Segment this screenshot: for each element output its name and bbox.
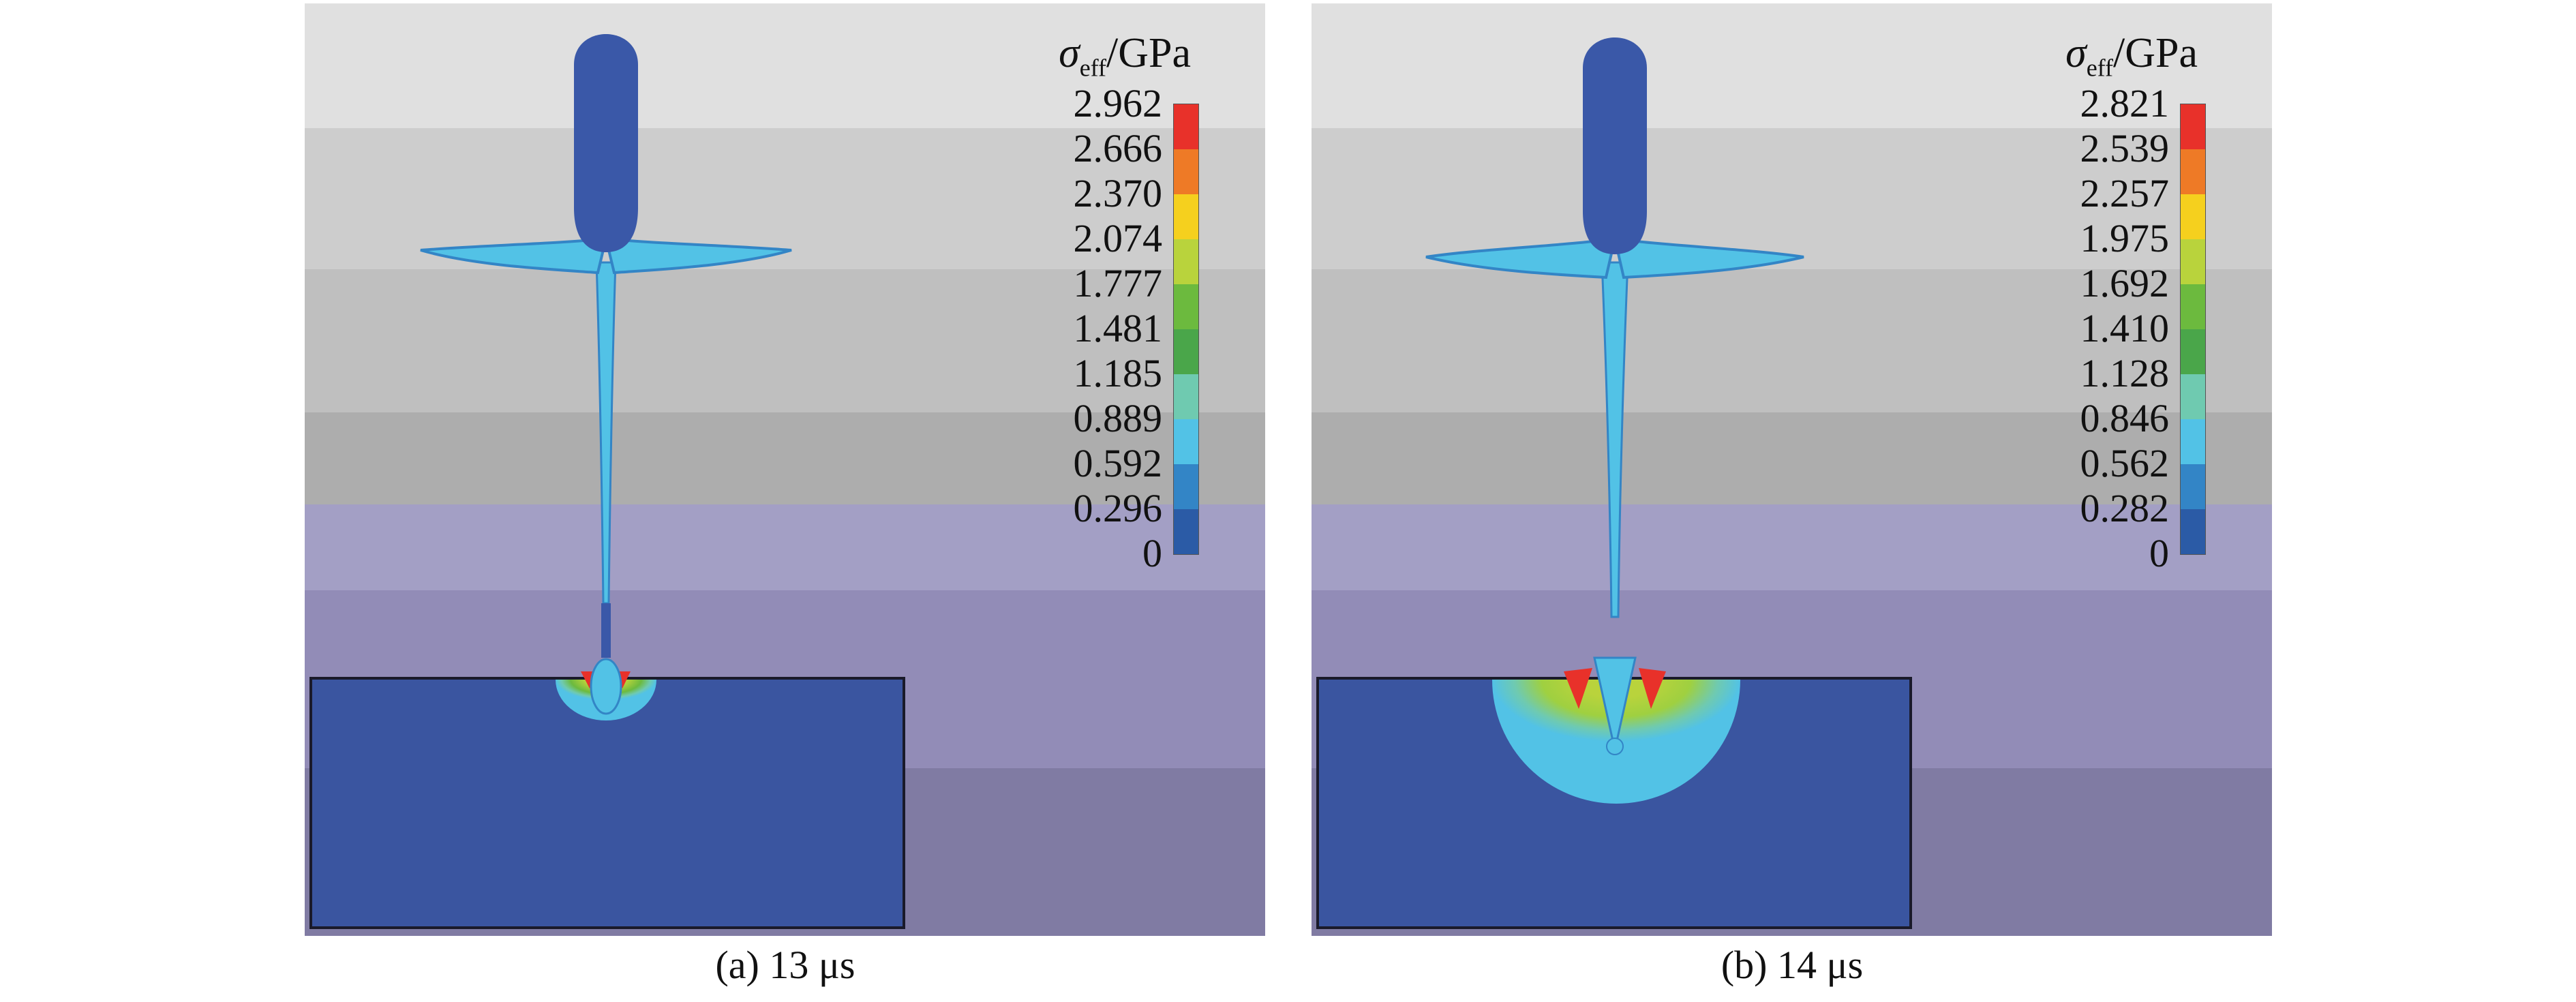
colorbar-segment xyxy=(2181,284,2205,329)
colorbar xyxy=(1173,104,1199,555)
simulation-view xyxy=(1316,37,1912,929)
colorbar-tick: 2.074 xyxy=(1073,216,1163,260)
colorbar-segment xyxy=(2181,419,2205,464)
colorbar-segment xyxy=(2181,374,2205,419)
colorbar-tick: 0 xyxy=(1142,531,1162,575)
caption-b: (b) 14 μs xyxy=(1721,943,1864,987)
colorbar-segment xyxy=(2181,149,2205,194)
panel-14us: σeff/GPa 2.821 2.539 2.257 1.975 1.692 1… xyxy=(1312,3,2272,936)
colorbar-tick: 1.692 xyxy=(2080,261,2170,305)
background-band xyxy=(1312,128,2272,269)
projectile-nose xyxy=(590,658,622,715)
colorbar xyxy=(2180,104,2206,555)
colorbar-tick: 1.185 xyxy=(1073,351,1163,395)
colorbar-segment xyxy=(1174,239,1198,284)
background-band xyxy=(305,504,1265,590)
panel-13us: σeff/GPa 2.962 2.666 2.370 2.074 1.777 1… xyxy=(305,3,1265,936)
colorbar-tick: 2.539 xyxy=(2080,126,2170,170)
colorbar-tick: 2.370 xyxy=(1073,171,1163,215)
colorbar-segment xyxy=(1174,194,1198,239)
colorbar-segment xyxy=(2181,329,2205,374)
colorbar-segment xyxy=(1174,374,1198,419)
colorbar-segment xyxy=(2181,104,2205,149)
projectile-tip xyxy=(1606,738,1624,755)
background-band xyxy=(1312,3,2272,128)
background-band xyxy=(305,269,1265,412)
simulation-view xyxy=(309,34,905,929)
colorbar-tick: 1.975 xyxy=(2080,216,2170,260)
stress-peak-right xyxy=(1639,668,1666,709)
projectile-tip xyxy=(601,603,611,658)
colorbar-tick: 0.296 xyxy=(1073,486,1163,530)
legend-title: σeff/GPa xyxy=(2065,30,2198,82)
projectile-rod xyxy=(1601,261,1629,618)
background-band xyxy=(305,412,1265,504)
colorbar-tick: 0.562 xyxy=(2080,441,2170,485)
colorbar-segment xyxy=(1174,329,1198,374)
target-plate xyxy=(309,677,905,929)
colorbar-segment xyxy=(1174,464,1198,509)
colorbar-segment xyxy=(1174,509,1198,554)
background-band xyxy=(1312,269,2272,412)
colorbar-segment xyxy=(2181,509,2205,554)
right-fin xyxy=(604,237,792,275)
colorbar-tick: 2.666 xyxy=(1073,126,1163,170)
colorbar-segment xyxy=(2181,239,2205,284)
colorbar-tick: 0.889 xyxy=(1073,396,1163,440)
colorbar-tick: 0.592 xyxy=(1073,441,1163,485)
colorbar-tick: 0.846 xyxy=(2080,396,2170,440)
colorbar-tick: 2.257 xyxy=(2080,171,2170,215)
colorbar-tick: 0.282 xyxy=(2080,486,2170,530)
background-band xyxy=(1312,504,2272,590)
background-band xyxy=(305,128,1265,269)
colorbar-tick: 1.128 xyxy=(2080,351,2170,395)
projectile-rod xyxy=(595,261,617,605)
caption-a: (a) 13 μs xyxy=(715,943,855,987)
left-fin xyxy=(420,237,608,275)
colorbar-tick: 2.962 xyxy=(1073,81,1163,125)
background-band xyxy=(305,3,1265,128)
colorbar-tick: 1.481 xyxy=(1073,306,1163,350)
stress-peak-left xyxy=(1564,668,1592,709)
right-fin xyxy=(1613,237,1804,279)
legend-title: σeff/GPa xyxy=(1059,30,1191,82)
colorbar-tick: 0 xyxy=(2149,531,2169,575)
colorbar-segment xyxy=(1174,284,1198,329)
colorbar-segment xyxy=(2181,464,2205,509)
colorbar-segment xyxy=(2181,194,2205,239)
projectile-body xyxy=(1583,37,1647,254)
left-fin xyxy=(1425,237,1617,279)
colorbar-tick: 1.777 xyxy=(1073,261,1163,305)
colorbar-tick: 1.410 xyxy=(2080,306,2170,350)
colorbar-segment xyxy=(1174,104,1198,149)
background-band xyxy=(1312,412,2272,504)
projectile-nose xyxy=(1593,656,1637,750)
colorbar-segment xyxy=(1174,149,1198,194)
colorbar-segment xyxy=(1174,419,1198,464)
colorbar-tick: 2.821 xyxy=(2080,81,2170,125)
projectile-body xyxy=(574,34,638,252)
